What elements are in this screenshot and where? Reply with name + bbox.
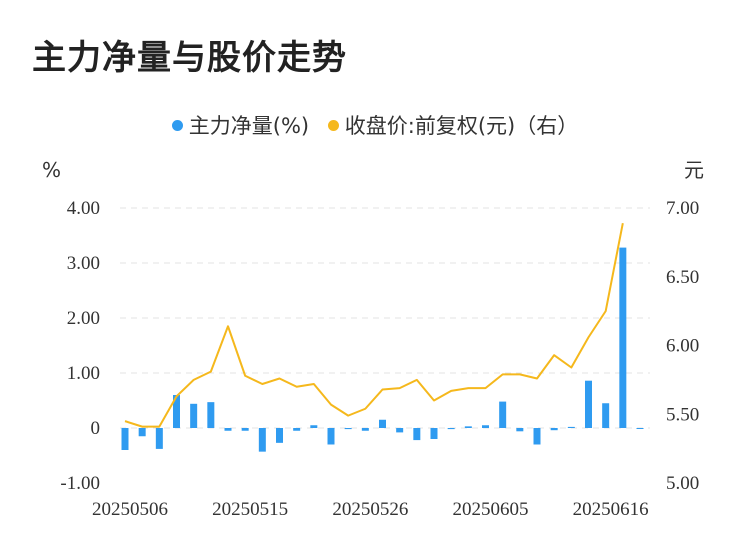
bar-20250508[interactable]	[155, 428, 163, 449]
bar-20250603[interactable]	[447, 428, 455, 430]
bar-20250520[interactable]	[293, 428, 301, 431]
bar-20250617[interactable]	[619, 247, 627, 428]
bar-20250506[interactable]	[121, 428, 129, 450]
bar-20250613[interactable]	[585, 380, 592, 428]
legend: 主力净量(%) 收盘价:前复权(元)（右）	[0, 110, 750, 140]
grid-layer	[120, 207, 650, 429]
bar-20250513[interactable]	[207, 402, 215, 428]
bar-20250605[interactable]	[482, 425, 489, 428]
right-tick-label-1: 5.50	[666, 404, 699, 425]
x-tick-label-3: 20250605	[453, 499, 529, 520]
right-tick-label-3: 6.50	[666, 267, 699, 288]
axis-layer: -1.00 0 1.00 2.00 3.00 4.00 5.00 5.50 6.00 6.50 7.…	[60, 198, 699, 520]
legend-label-close-price: 收盘价:前复权(元)（右）	[344, 114, 579, 138]
x-tick-label-0: 20250506	[92, 499, 168, 520]
bar-20250618[interactable]	[636, 428, 644, 429]
legend-item-main-net[interactable]: 主力净量(%)	[171, 110, 310, 140]
right-axis-unit: 元	[684, 158, 704, 182]
left-tick-label-2: 1.00	[67, 363, 100, 384]
bar-20250519[interactable]	[276, 428, 283, 443]
bar-20250612[interactable]	[567, 426, 575, 428]
x-tick-label-4: 20250616	[573, 499, 649, 520]
legend-dot-line	[327, 119, 339, 131]
bar-20250523[interactable]	[344, 428, 352, 430]
chart-title: 主力净量与股价走势	[32, 38, 347, 78]
bar-20250512[interactable]	[190, 403, 198, 428]
x-tick-label-2: 20250526	[332, 499, 408, 520]
close-price-line[interactable]	[124, 222, 624, 428]
bar-20250509[interactable]	[173, 395, 180, 428]
bar-20250528[interactable]	[396, 428, 404, 433]
bar-20250527[interactable]	[379, 419, 386, 428]
legend-dot-bar	[171, 119, 183, 131]
legend-item-close-price[interactable]: 收盘价:前复权(元)（右）	[327, 110, 579, 140]
bar-20250610[interactable]	[533, 428, 541, 445]
bar-20250514[interactable]	[224, 428, 232, 431]
bar-20250530[interactable]	[430, 428, 438, 439]
bar-20250606[interactable]	[499, 401, 507, 428]
bar-20250521[interactable]	[310, 425, 318, 428]
left-tick-label-1: 0	[91, 418, 101, 439]
bar-20250526[interactable]	[361, 428, 369, 431]
x-tick-label-1: 20250515	[212, 499, 288, 520]
bar-20250515[interactable]	[241, 428, 249, 431]
bar-20250522[interactable]	[327, 428, 335, 445]
bar-20250609[interactable]	[516, 428, 524, 432]
legend-label-main-net: 主力净量(%)	[188, 114, 310, 138]
left-tick-label-5: 4.00	[67, 198, 100, 219]
bar-20250611[interactable]	[550, 428, 558, 431]
left-tick-label-0: -1.00	[60, 473, 100, 494]
bar-20250516[interactable]	[258, 428, 266, 452]
left-tick-label-3: 2.00	[67, 308, 100, 329]
right-tick-label-0: 5.00	[666, 473, 699, 494]
line-series	[124, 222, 624, 428]
right-tick-label-2: 6.00	[666, 336, 699, 357]
bar-20250604[interactable]	[464, 426, 472, 428]
bar-series	[121, 247, 644, 452]
bar-20250529[interactable]	[413, 428, 421, 441]
right-tick-label-4: 7.00	[666, 198, 699, 219]
left-axis-unit: %	[42, 158, 61, 182]
left-tick-label-4: 3.00	[67, 253, 100, 274]
bar-20250616[interactable]	[602, 403, 610, 428]
bar-20250507[interactable]	[138, 428, 146, 437]
